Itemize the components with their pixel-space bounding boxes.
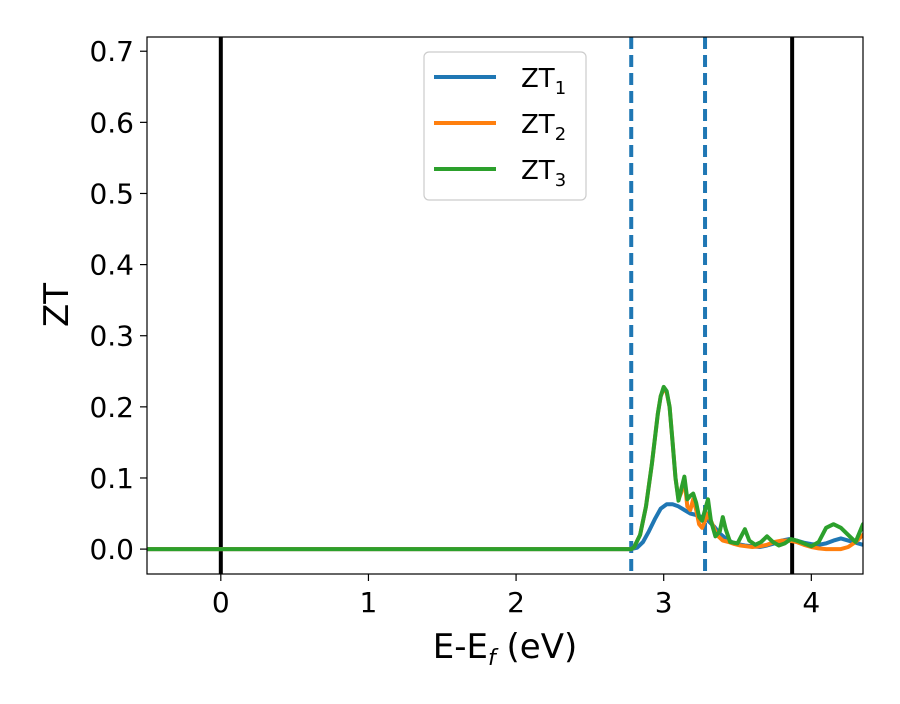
x-tick-label: 0 (212, 586, 230, 619)
plot-frame (146, 36, 864, 575)
legend-label-zt2: ZT2 (521, 110, 566, 145)
y-tick-label: 0.3 (89, 320, 134, 353)
y-tick-label: 0.4 (89, 249, 134, 282)
y-tick-label: 0.7 (89, 35, 134, 68)
legend-label-zt3: ZT3 (521, 156, 566, 191)
y-axis-ticks: 0.0 0.1 0.2 0.3 0.4 0.5 0.6 0.7 (89, 35, 147, 566)
y-tick-label: 0.1 (89, 462, 134, 495)
x-axis-title: E-Ef (eV) (433, 627, 578, 671)
series-line-zt3 (147, 384, 863, 552)
legend: ZT1 ZT2 ZT3 (423, 51, 587, 201)
x-tick-label: 1 (360, 586, 378, 619)
x-axis-ticks: 0 1 2 3 4 (212, 574, 820, 619)
x-tick-label: 4 (802, 586, 820, 619)
reference-lines (218, 37, 795, 574)
series-lines (147, 384, 863, 552)
series-line-zt1 (147, 502, 863, 552)
y-tick-label: 0.2 (89, 391, 134, 424)
x-tick-label: 3 (655, 586, 673, 619)
x-axis-title-unit: (eV) (496, 627, 578, 667)
y-tick-label: 0.6 (89, 106, 134, 139)
series-line-zt2 (147, 387, 863, 552)
legend-box (423, 51, 587, 201)
x-tick-label: 2 (507, 586, 525, 619)
x-axis-title-subscript: f (488, 646, 499, 671)
y-axis-title: ZT (37, 283, 77, 327)
y-tick-label: 0.0 (89, 533, 134, 566)
legend-label-zt1: ZT1 (521, 64, 566, 99)
y-tick-label: 0.5 (89, 177, 134, 210)
